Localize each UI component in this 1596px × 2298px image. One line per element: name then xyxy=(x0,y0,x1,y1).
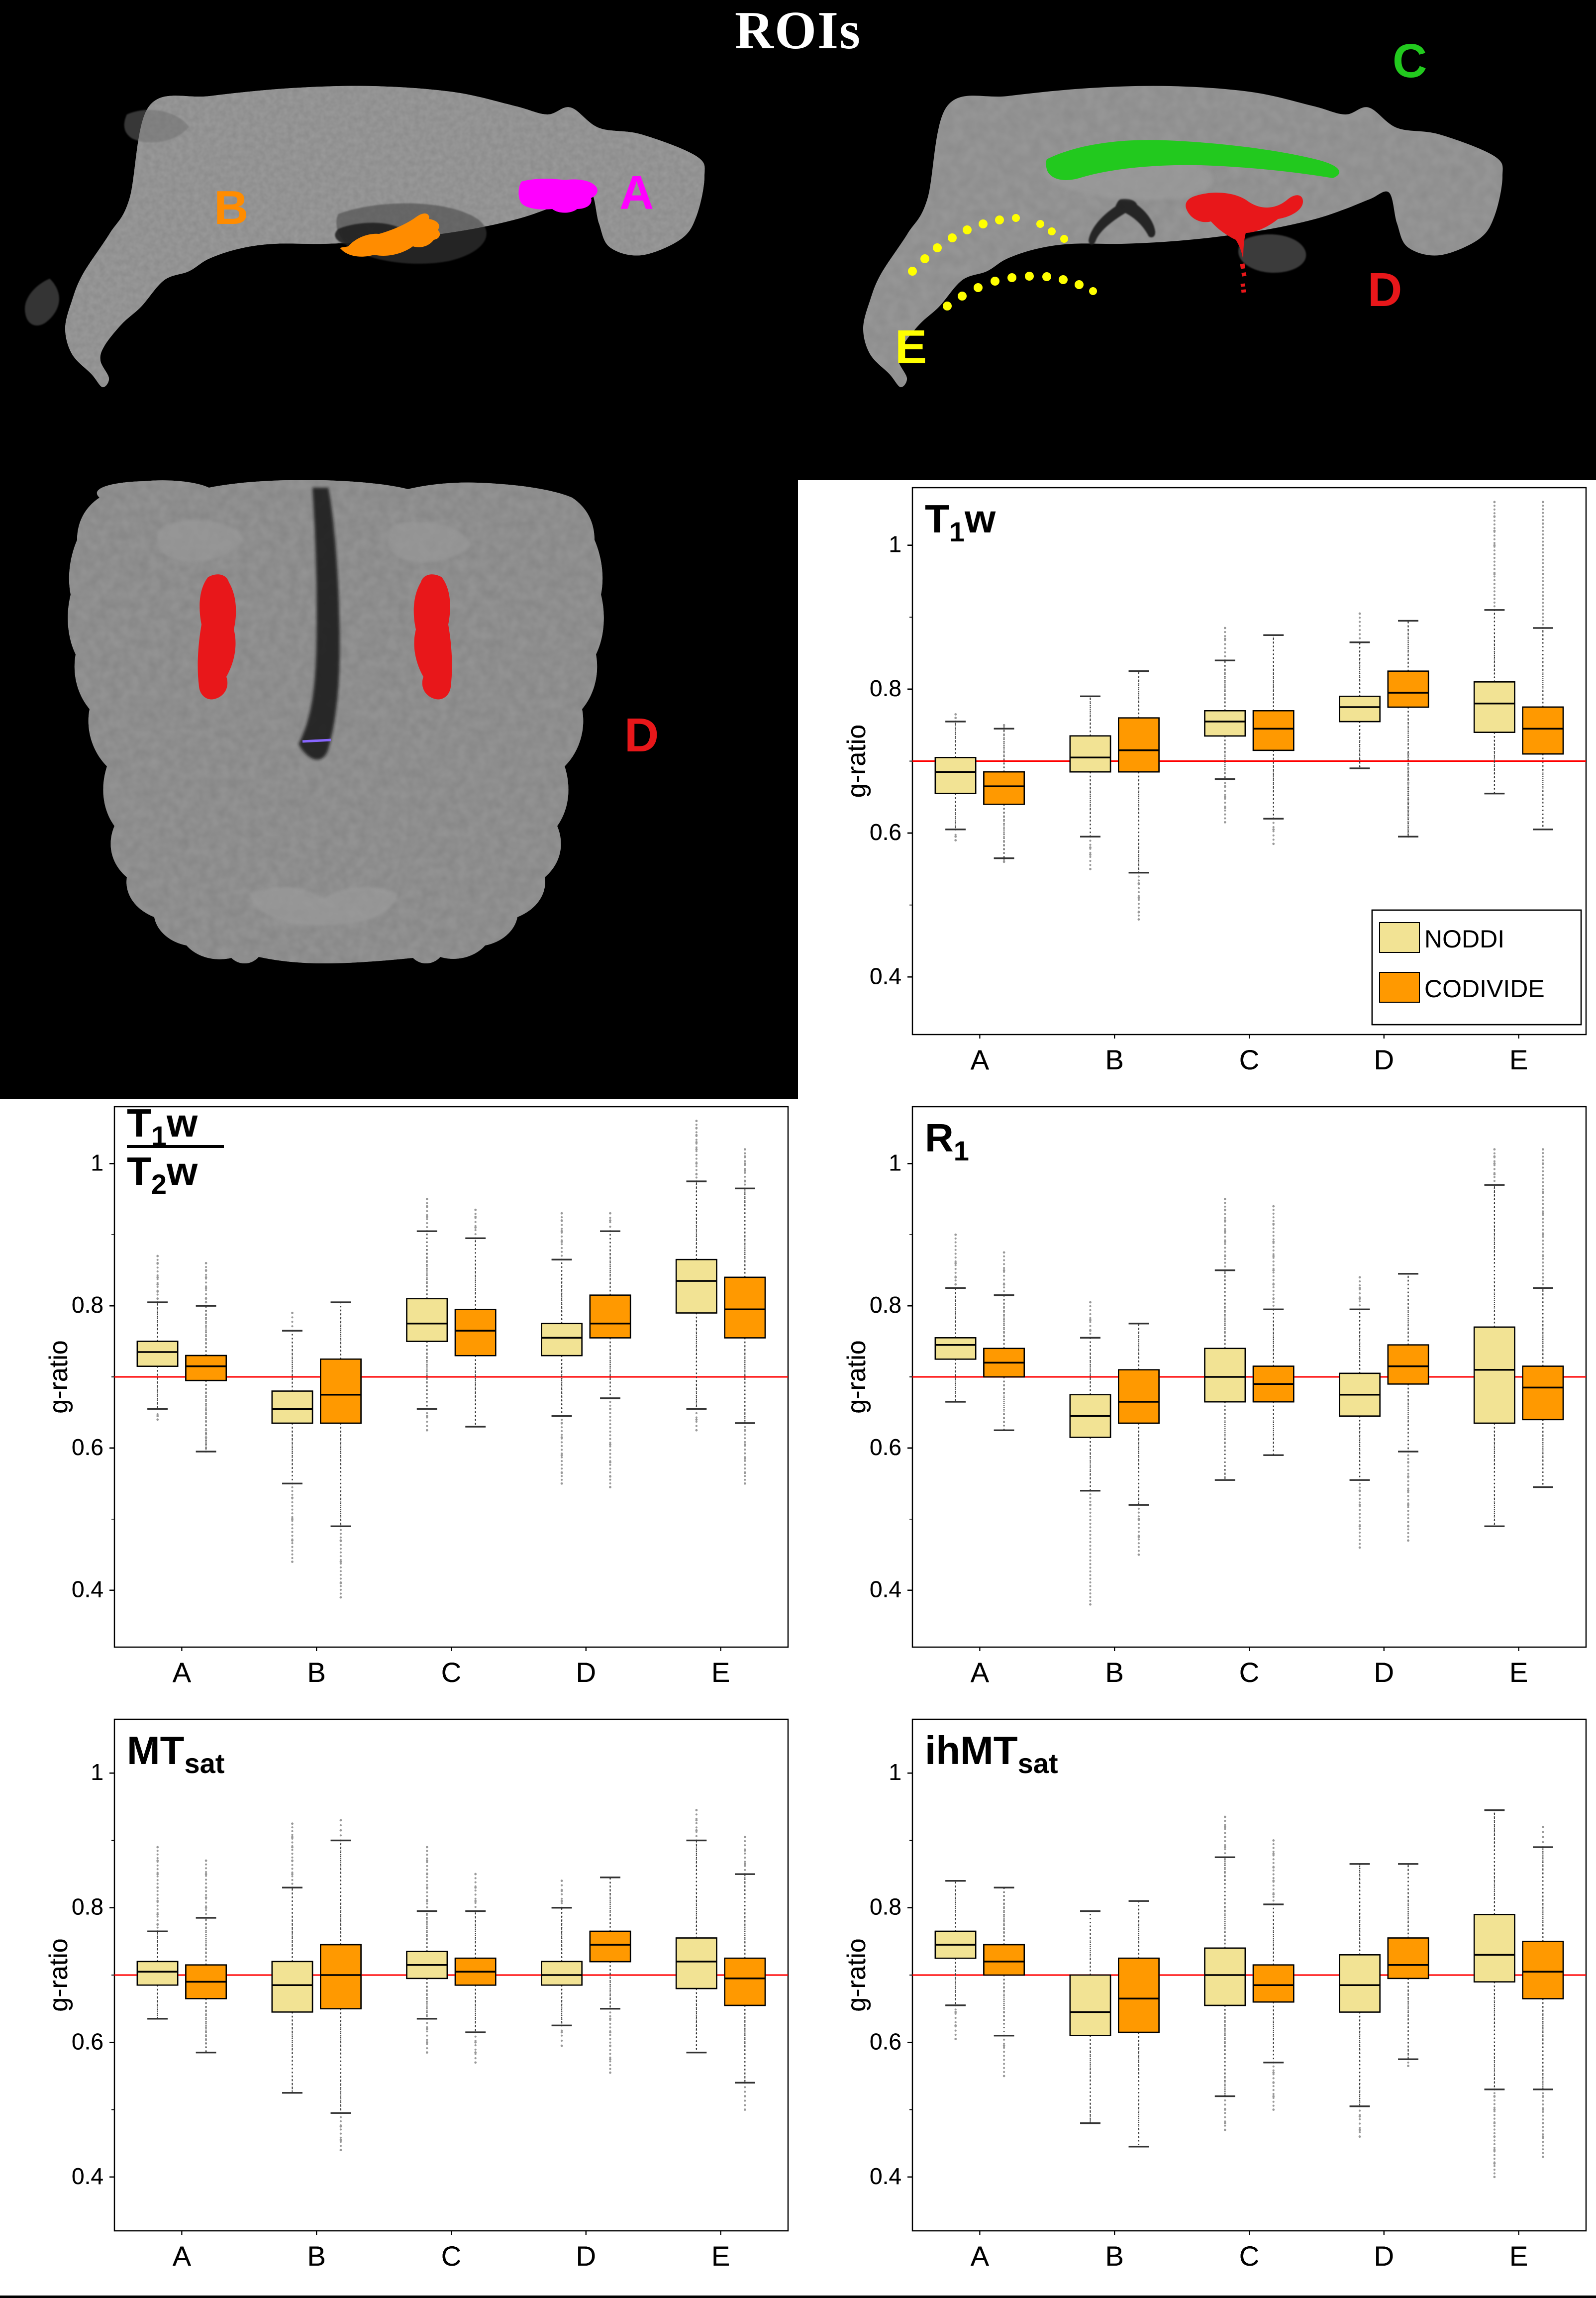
svg-text:0.8: 0.8 xyxy=(870,1894,901,1920)
svg-text:g-ratio: g-ratio xyxy=(44,1340,73,1413)
svg-text:C: C xyxy=(1239,1657,1259,1688)
svg-text:D: D xyxy=(576,1657,596,1688)
svg-text:A: A xyxy=(619,166,654,219)
svg-text:C: C xyxy=(1239,2240,1259,2272)
svg-text:NODDI: NODDI xyxy=(1424,925,1504,953)
svg-text:B: B xyxy=(307,1657,326,1688)
svg-text:D: D xyxy=(1368,263,1402,316)
svg-text:0.6: 0.6 xyxy=(72,1434,103,1460)
svg-text:1: 1 xyxy=(91,1759,103,1785)
svg-text:0.8: 0.8 xyxy=(72,1894,103,1920)
svg-text:B: B xyxy=(1105,1657,1124,1688)
svg-text:0.6: 0.6 xyxy=(870,819,901,845)
svg-text:A: A xyxy=(971,2240,990,2272)
svg-text:E: E xyxy=(711,1657,730,1688)
svg-text:g-ratio: g-ratio xyxy=(842,1938,871,2011)
svg-text:B: B xyxy=(214,181,248,234)
svg-text:0.8: 0.8 xyxy=(870,1292,901,1318)
svg-text:1: 1 xyxy=(889,531,901,557)
svg-text:g-ratio: g-ratio xyxy=(842,1340,871,1413)
svg-text:A: A xyxy=(971,1044,990,1075)
svg-text:D: D xyxy=(1374,1044,1394,1075)
svg-text:1: 1 xyxy=(889,1759,901,1785)
svg-text:0.4: 0.4 xyxy=(72,1576,103,1602)
svg-text:C: C xyxy=(1239,1044,1259,1075)
svg-text:0.6: 0.6 xyxy=(870,2028,901,2054)
svg-text:CODIVIDE: CODIVIDE xyxy=(1424,975,1545,1003)
svg-text:A: A xyxy=(173,2240,192,2272)
svg-text:C: C xyxy=(1393,34,1427,88)
svg-text:0.4: 0.4 xyxy=(72,2163,103,2189)
svg-text:B: B xyxy=(1105,2240,1124,2272)
svg-text:g-ratio: g-ratio xyxy=(842,725,871,798)
svg-text:0.4: 0.4 xyxy=(870,1576,901,1602)
svg-text:0.6: 0.6 xyxy=(870,1434,901,1460)
svg-text:A: A xyxy=(173,1657,192,1688)
svg-text:0.4: 0.4 xyxy=(870,963,901,989)
svg-text:D: D xyxy=(576,2240,596,2272)
svg-text:C: C xyxy=(441,2240,461,2272)
svg-text:E: E xyxy=(895,320,927,374)
svg-text:B: B xyxy=(307,2240,326,2272)
svg-text:g-ratio: g-ratio xyxy=(44,1938,73,2011)
svg-text:D: D xyxy=(1374,2240,1394,2272)
svg-text:1: 1 xyxy=(91,1149,103,1175)
svg-text:1: 1 xyxy=(889,1149,901,1175)
svg-text:B: B xyxy=(1105,1044,1124,1075)
svg-text:D: D xyxy=(1374,1657,1394,1688)
svg-text:E: E xyxy=(1509,1657,1528,1688)
svg-text:0.4: 0.4 xyxy=(870,2163,901,2189)
svg-text:E: E xyxy=(1509,2240,1528,2272)
svg-text:0.8: 0.8 xyxy=(870,675,901,701)
svg-text:C: C xyxy=(441,1657,461,1688)
svg-text:0.6: 0.6 xyxy=(72,2028,103,2054)
svg-text:0.8: 0.8 xyxy=(72,1292,103,1318)
svg-text:A: A xyxy=(971,1657,990,1688)
svg-text:E: E xyxy=(711,2240,730,2272)
svg-text:E: E xyxy=(1509,1044,1528,1075)
svg-text:D: D xyxy=(624,709,659,762)
